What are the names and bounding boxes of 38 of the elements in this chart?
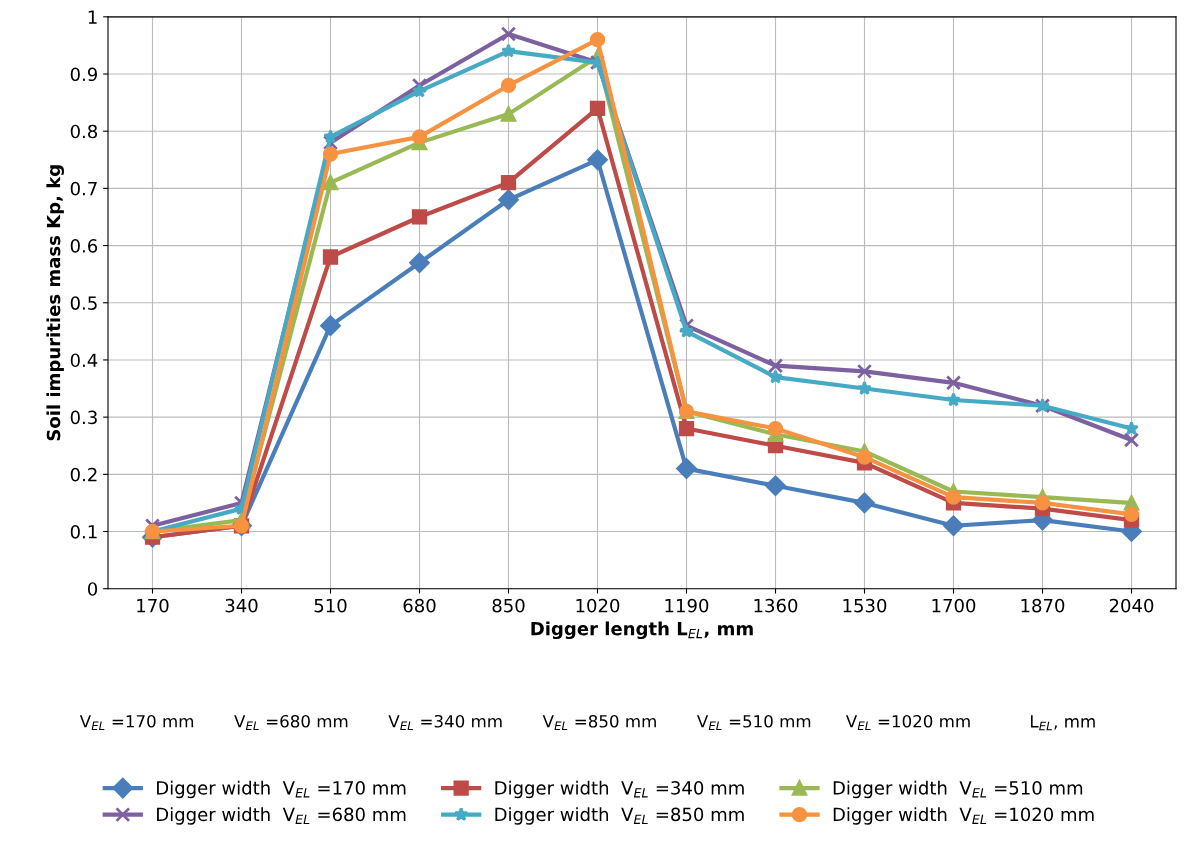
text: V$_{EL}$ =340 mm [388,714,502,731]
y-tick-label: 0.5 [70,296,97,310]
legend-label: Digger width V$_{EL}$ =850 mm [495,807,744,825]
legend-label: Digger width V$_{EL}$ =680 mm [157,807,406,825]
legend-label: Digger width V$_{EL}$ =340 mm [495,780,744,799]
x-tick-label: 1870 [1021,598,1065,613]
text: V$_{EL}$ =510 mm [697,714,811,731]
y-tick-label: 0.3 [70,410,97,425]
y-axis-title: Soil impurities mass Kp, kg [46,165,65,441]
y-tick-label: 0 [87,582,98,596]
x-tick-label: 850 [492,598,525,613]
text: V$_{EL}$ =680 mm [234,714,348,731]
x-tick-label: 510 [314,598,347,613]
x-tick-label: 170 [137,598,169,613]
y-tick-label: 0.7 [70,181,97,196]
x-axis-title: Digger length L$_{EL}$, mm [531,621,753,640]
x-tick-label: 1530 [843,598,887,613]
x-tick-label: 1190 [665,598,709,613]
x-tick-label: 1360 [754,598,798,613]
text: V$_{EL}$ =1020 mm [845,714,970,731]
text: V$_{EL}$ =850 mm [542,714,656,731]
y-tick-label: 0.2 [70,467,97,482]
y-tick-label: 0.4 [70,353,98,368]
text: V$_{EL}$ =170 mm [79,714,194,731]
x-tick-label: 680 [403,598,436,613]
legend-label: Digger width V$_{EL}$ =170 mm [157,780,406,799]
text: L$_{EL}$, mm [1030,715,1095,731]
x-tick-label: 1700 [932,598,976,613]
legend-label: Digger width V$_{EL}$ =1020 mm [833,807,1094,825]
legend-label: Digger width V$_{EL}$ =510 mm [833,780,1083,799]
y-tick-label: 1 [88,10,97,24]
y-tick-label: 0.6 [70,239,98,253]
y-tick-label: 0.8 [70,124,98,139]
x-tick-label: 2040 [1109,598,1154,613]
y-tick-label: 0.9 [70,67,98,82]
y-tick-label: 0.1 [70,524,97,539]
x-tick-label: 1020 [576,598,620,613]
x-tick-label: 340 [225,598,258,613]
